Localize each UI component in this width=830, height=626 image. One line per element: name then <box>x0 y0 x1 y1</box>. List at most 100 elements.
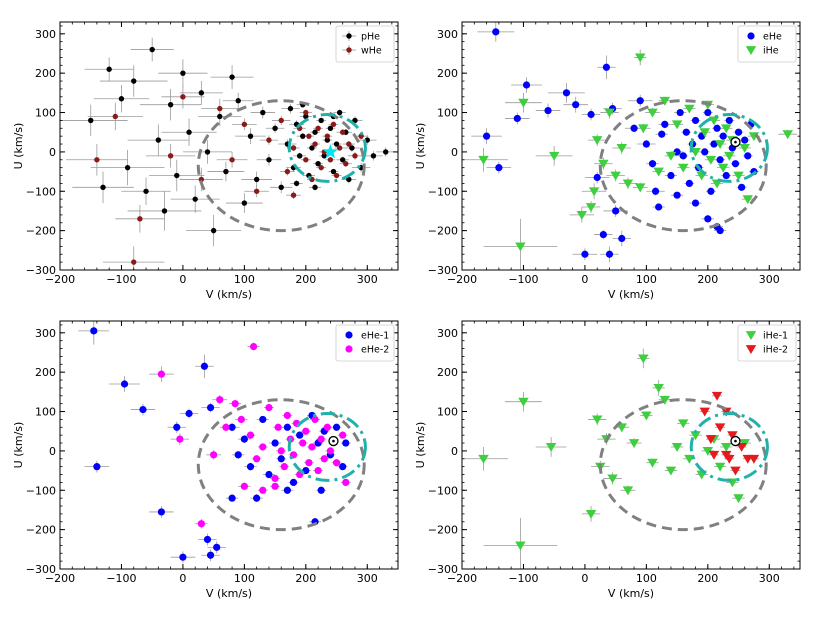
data-point <box>659 96 671 106</box>
data-point <box>197 520 205 528</box>
data-point <box>118 96 125 102</box>
y-tick-label: −100 <box>26 484 56 497</box>
data-point <box>548 151 560 161</box>
data-point <box>679 152 687 160</box>
data-point <box>280 463 288 471</box>
data-point <box>106 66 112 72</box>
data-point <box>513 114 521 123</box>
sun-star-icon <box>322 143 339 159</box>
data-point <box>333 141 340 147</box>
data-point <box>131 259 137 265</box>
x-tick-label: 100 <box>636 273 657 286</box>
data-point <box>143 188 149 194</box>
plot-area <box>78 321 367 564</box>
data-point <box>326 447 334 455</box>
data-point <box>306 133 312 139</box>
data-point <box>299 439 307 447</box>
x-tick-label: 300 <box>357 572 378 585</box>
data-point <box>157 370 165 378</box>
data-point <box>203 535 212 544</box>
data-point <box>604 108 615 118</box>
x-tick-label: −100 <box>508 273 538 286</box>
y-tick-label: −100 <box>26 185 56 198</box>
data-point <box>585 203 597 212</box>
data-point <box>655 203 663 211</box>
x-tick-label: −100 <box>106 572 136 585</box>
data-point <box>478 454 489 464</box>
data-point <box>314 466 322 475</box>
x-tick-label: 200 <box>295 273 316 286</box>
data-point <box>352 117 358 124</box>
data-point <box>658 130 666 138</box>
data-point <box>636 97 644 105</box>
data-point <box>721 443 732 452</box>
plot-area <box>462 22 797 270</box>
data-point <box>318 117 324 124</box>
data-point <box>253 188 260 194</box>
data-point <box>157 508 165 516</box>
data-point <box>274 423 282 431</box>
data-point <box>562 89 571 97</box>
data-point <box>741 136 749 144</box>
thin-disk-ellipse <box>689 412 769 482</box>
data-point <box>336 109 343 116</box>
legend-marker <box>346 33 352 39</box>
y-tick-label: 0 <box>49 445 56 458</box>
data-point <box>237 415 245 424</box>
x-tick-label: 200 <box>697 273 718 286</box>
y-tick-label: −300 <box>428 563 458 576</box>
x-tick-label: 300 <box>759 572 780 585</box>
data-point <box>572 101 580 109</box>
data-point <box>222 423 230 431</box>
data-point <box>731 160 740 168</box>
data-point <box>730 466 741 476</box>
data-point <box>192 196 198 202</box>
x-tick-label: 0 <box>179 572 186 585</box>
data-point <box>271 439 279 447</box>
legend-marker <box>745 345 757 354</box>
data-point <box>352 153 358 159</box>
sun-symbol-icon <box>328 435 339 447</box>
legend-marker <box>745 331 757 340</box>
thick-disk-ellipse <box>196 99 366 233</box>
data-point <box>598 159 609 169</box>
data-point <box>665 151 677 161</box>
data-point <box>283 411 291 420</box>
plot-area <box>60 37 395 270</box>
data-point <box>265 470 273 479</box>
data-point <box>653 167 664 177</box>
data-point <box>667 171 675 180</box>
data-point <box>167 153 174 159</box>
thin-disk-ellipse <box>689 113 769 183</box>
x-axis-title: V (km/s) <box>206 587 252 600</box>
data-point <box>318 164 324 171</box>
y-tick-label: 0 <box>451 445 458 458</box>
data-point <box>174 172 180 179</box>
data-point <box>228 423 236 431</box>
legend-label: wHe <box>361 46 382 57</box>
data-point <box>339 431 347 439</box>
data-point <box>223 168 229 175</box>
data-point <box>699 128 710 138</box>
x-tick-label: 0 <box>581 273 588 286</box>
data-point <box>711 391 723 401</box>
data-point <box>217 113 223 120</box>
data-point <box>685 179 693 187</box>
data-point <box>303 157 309 163</box>
data-point <box>616 423 628 433</box>
data-point <box>618 234 626 243</box>
y-tick-label: −200 <box>26 524 56 537</box>
data-point <box>653 384 664 393</box>
data-point <box>271 482 279 490</box>
data-point <box>317 486 325 494</box>
data-point <box>120 380 129 388</box>
data-point <box>725 116 733 125</box>
y-tick-label: 100 <box>35 107 56 120</box>
data-point <box>678 163 689 173</box>
data-point <box>744 152 752 160</box>
data-point <box>659 395 671 405</box>
data-point <box>342 478 350 486</box>
y-axis-title: U (km/s) <box>414 422 427 469</box>
data-point <box>235 98 241 104</box>
